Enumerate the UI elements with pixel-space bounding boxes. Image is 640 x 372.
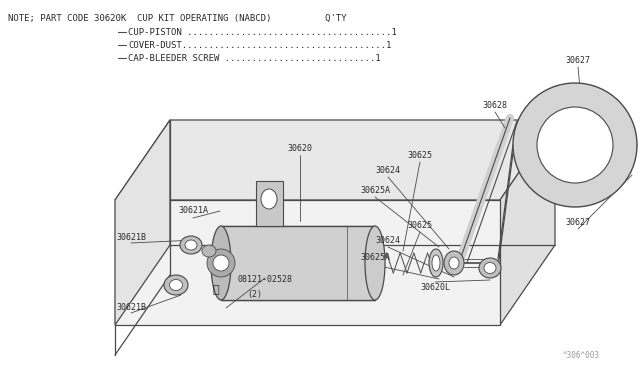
Polygon shape <box>256 181 283 226</box>
Text: 30625: 30625 <box>408 221 433 230</box>
Ellipse shape <box>444 251 464 275</box>
Polygon shape <box>115 200 500 325</box>
Text: 30624: 30624 <box>376 235 401 244</box>
Ellipse shape <box>180 236 202 254</box>
Bar <box>221 226 376 300</box>
Circle shape <box>207 249 235 277</box>
Ellipse shape <box>513 83 637 207</box>
Ellipse shape <box>429 249 443 277</box>
Text: 30624: 30624 <box>376 166 401 174</box>
Ellipse shape <box>170 279 182 291</box>
Text: 30625A: 30625A <box>360 253 390 263</box>
Text: 30620L: 30620L <box>420 283 450 292</box>
Text: 30621A: 30621A <box>178 205 208 215</box>
Ellipse shape <box>432 255 440 271</box>
Text: NOTE; PART CODE 30620K  CUP KIT OPERATING (NABCD)          Q'TY: NOTE; PART CODE 30620K CUP KIT OPERATING… <box>8 14 347 23</box>
Text: 30620: 30620 <box>287 144 312 153</box>
Text: 30627: 30627 <box>566 218 591 227</box>
Ellipse shape <box>261 189 277 209</box>
Ellipse shape <box>479 258 501 278</box>
Text: 30625A: 30625A <box>360 186 390 195</box>
Ellipse shape <box>537 107 613 183</box>
Text: (2): (2) <box>248 289 262 298</box>
Text: Ⓑ: Ⓑ <box>212 285 220 295</box>
Text: ^306^003: ^306^003 <box>563 351 600 360</box>
Text: CAP-BLEEDER SCREW ............................1: CAP-BLEEDER SCREW ......................… <box>128 54 381 63</box>
Text: COVER-DUST......................................1: COVER-DUST..............................… <box>128 41 392 50</box>
Polygon shape <box>500 120 555 325</box>
Text: 30627: 30627 <box>566 55 591 64</box>
Ellipse shape <box>185 240 197 250</box>
Ellipse shape <box>449 257 459 269</box>
Text: 30625: 30625 <box>408 151 433 160</box>
Ellipse shape <box>211 226 231 300</box>
Ellipse shape <box>365 226 385 300</box>
Text: 30628: 30628 <box>483 100 508 109</box>
Text: 30621B: 30621B <box>116 304 146 312</box>
Text: 08121-02528: 08121-02528 <box>237 276 292 285</box>
Circle shape <box>213 255 229 271</box>
Ellipse shape <box>164 275 188 295</box>
Polygon shape <box>115 120 170 325</box>
Ellipse shape <box>484 263 496 273</box>
Polygon shape <box>115 120 555 200</box>
Text: CUP-PISTON ......................................1: CUP-PISTON .............................… <box>128 28 397 37</box>
Text: 30621B: 30621B <box>116 232 146 241</box>
Ellipse shape <box>202 245 216 257</box>
